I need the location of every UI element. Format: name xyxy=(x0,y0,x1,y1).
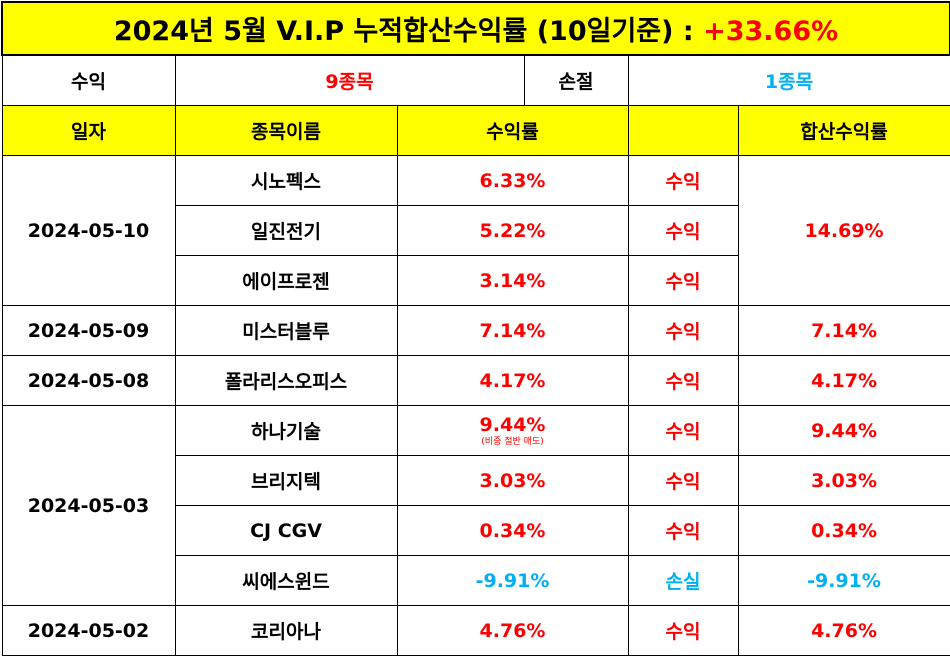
sum-return: 0.34% xyxy=(737,505,950,556)
status-cell: 수익 xyxy=(627,405,739,456)
status-cell: 수익 xyxy=(627,355,739,406)
return-rate: 3.03% xyxy=(396,455,629,506)
table-row: 2024-05-02 코리아나 4.76% 수익 4.76% xyxy=(1,605,950,656)
profit-count: 9종목 xyxy=(174,54,525,106)
stock-name: 씨에스윈드 xyxy=(174,555,398,606)
loss-count: 1종목 xyxy=(627,54,950,106)
header-status xyxy=(627,105,739,156)
stock-name: 하나기술 xyxy=(174,405,398,456)
sum-return: 7.14% xyxy=(737,305,950,356)
date-cell: 2024-05-09 xyxy=(1,305,176,356)
profit-label: 수익 xyxy=(1,54,176,106)
status-cell: 수익 xyxy=(627,255,739,306)
return-rate: 5.22% xyxy=(396,205,629,256)
stock-name: 에이프로젠 xyxy=(174,255,398,306)
stock-name: 브리지텍 xyxy=(174,455,398,506)
title-row: 2024년 5월 V.I.P 누적합산수익률 (10일기준) : +33.66% xyxy=(0,1,950,56)
table-row: 일진전기 5.22% 수익 xyxy=(2,205,950,256)
stock-name: 일진전기 xyxy=(174,205,398,256)
sum-return: 9.44% xyxy=(737,405,950,456)
header-date: 일자 xyxy=(1,105,176,156)
status-cell: 수익 xyxy=(627,155,739,206)
sum-return: 14.69% xyxy=(737,155,950,306)
return-rate: 9.44% (비중 절반 매도) xyxy=(396,405,629,456)
sum-return: 4.76% xyxy=(737,605,950,656)
loss-label: 손절 xyxy=(523,54,629,106)
header-stock-name: 종목이름 xyxy=(174,105,398,156)
sum-return: 4.17% xyxy=(737,355,950,406)
title-cell: 2024년 5월 V.I.P 누적합산수익률 (10일기준) : +33.66% xyxy=(0,1,950,56)
status-cell: 수익 xyxy=(627,605,739,656)
return-rate: -9.91% xyxy=(396,555,629,606)
return-rate: 3.14% xyxy=(396,255,629,306)
status-cell: 손실 xyxy=(627,555,739,606)
return-rate: 0.34% xyxy=(396,505,629,556)
return-rate: 4.17% xyxy=(396,355,629,406)
header-sum-return: 합산수익률 xyxy=(737,105,950,156)
stock-name: 코리아나 xyxy=(174,605,398,656)
return-rate-value: 9.44% xyxy=(479,414,546,436)
sum-return: -9.91% xyxy=(737,555,950,606)
status-cell: 수익 xyxy=(627,455,739,506)
header-return-rate: 수익률 xyxy=(396,105,629,156)
cumulative-return-value: +33.66% xyxy=(703,16,839,47)
table-row: 2024-05-03 하나기술 9.44% (비중 절반 매도) 수익 9.44… xyxy=(1,405,950,606)
table-row: 2024-05-08 폴라리스오피스 4.17% 수익 4.17% xyxy=(1,355,950,406)
return-rate: 7.14% xyxy=(396,305,629,356)
date-cell: 2024-05-03 xyxy=(1,405,176,606)
date-cell: 2024-05-02 xyxy=(1,605,176,656)
table-row: 브리지텍 3.03% 수익 3.03% xyxy=(2,455,950,506)
return-rate: 6.33% xyxy=(396,155,629,206)
stock-name: 미스터블루 xyxy=(174,305,398,356)
date-cell: 2024-05-08 xyxy=(1,355,176,406)
status-cell: 수익 xyxy=(627,205,739,256)
partial-sell-note: (비중 절반 매도) xyxy=(481,437,544,447)
status-cell: 수익 xyxy=(627,505,739,556)
date-cell: 2024-05-10 xyxy=(1,155,176,306)
table-row: CJ CGV 0.34% 수익 0.34% xyxy=(2,505,950,556)
table-row: 2024-05-10 시노펙스 6.33% 수익 14.69% xyxy=(1,155,950,306)
stock-name: 폴라리스오피스 xyxy=(174,355,398,406)
table-row: 에이프로젠 3.14% 수익 xyxy=(2,255,950,306)
status-cell: 수익 xyxy=(627,305,739,356)
stock-name: CJ CGV xyxy=(174,505,398,556)
return-rate: 4.76% xyxy=(396,605,629,656)
table-row: 2024-05-09 미스터블루 7.14% 수익 7.14% xyxy=(1,305,950,356)
header-row: 일자 종목이름 수익률 합산수익률 xyxy=(1,105,950,156)
table-row: 씨에스윈드 -9.91% 손실 -9.91% xyxy=(2,555,950,606)
stock-name: 시노펙스 xyxy=(174,155,398,206)
summary-row: 수익 9종목 손절 1종목 xyxy=(1,54,950,106)
title-text: 2024년 5월 V.I.P 누적합산수익률 (10일기준) : xyxy=(113,16,694,47)
sum-return: 3.03% xyxy=(737,455,950,506)
